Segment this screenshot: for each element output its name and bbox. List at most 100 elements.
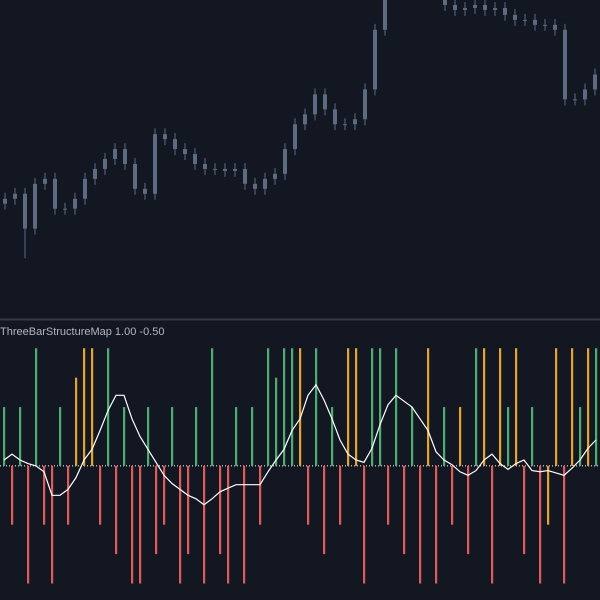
histogram-bar (83, 348, 86, 466)
histogram-bar (243, 465, 246, 584)
histogram-bar (419, 465, 422, 584)
histogram-bar (563, 465, 566, 584)
candle-body (443, 0, 447, 5)
candle-body (313, 94, 317, 115)
histogram-bar (291, 348, 294, 466)
candle-body (203, 163, 207, 169)
histogram-bar (459, 407, 462, 466)
candle-body (63, 208, 67, 210)
candle-body (243, 168, 247, 184)
histogram-bar (363, 465, 366, 584)
candle-body (93, 168, 97, 179)
histogram-bar (59, 407, 62, 466)
histogram-bar (147, 407, 150, 466)
candle-body (493, 7, 497, 10)
histogram-bar (51, 465, 54, 584)
candle-body (563, 29, 567, 100)
histogram-bar (27, 465, 30, 584)
candle-body (153, 134, 157, 194)
candle-body (323, 94, 327, 110)
candle-body (233, 168, 237, 171)
histogram-bar (491, 465, 494, 584)
histogram-bar (299, 348, 302, 466)
histogram-bar (179, 465, 182, 584)
histogram-bar (555, 348, 558, 466)
histogram-bar (443, 407, 446, 466)
candle-body (383, 0, 387, 30)
histogram-bar (339, 465, 342, 525)
histogram-bar (483, 348, 486, 466)
histogram-bar (539, 465, 542, 584)
histogram-bar (523, 465, 526, 555)
histogram-bar (347, 348, 350, 466)
candle-body (163, 134, 167, 140)
histogram-bar (475, 348, 478, 466)
candle-body (293, 124, 297, 150)
histogram-bar (139, 465, 142, 584)
histogram-bar (571, 348, 574, 466)
histogram-bar (387, 465, 390, 525)
candle-body (533, 19, 537, 25)
histogram-bar (3, 407, 6, 466)
candle-body (43, 178, 47, 184)
candle-body (173, 139, 177, 150)
candle-body (353, 119, 357, 125)
histogram-bar (91, 348, 94, 466)
candle-body (3, 198, 7, 204)
candle-body (523, 19, 527, 21)
candle-body (103, 159, 107, 169)
histogram-bar (403, 465, 406, 555)
histogram-bar (355, 348, 358, 466)
candle-body (343, 124, 347, 126)
candle-body (473, 4, 477, 8)
candle-body (373, 29, 377, 90)
candle-body (183, 149, 187, 155)
histogram-bar (275, 377, 278, 466)
candle-body (83, 178, 87, 199)
candle-body (23, 193, 27, 229)
histogram-bar (587, 348, 590, 466)
histogram-bar (43, 465, 46, 525)
histogram-bar (283, 348, 286, 466)
histogram-bar (379, 348, 382, 466)
oscillator-line (3, 383, 597, 506)
histogram-bar (219, 465, 222, 555)
histogram-bar (107, 348, 110, 466)
candle-body (213, 168, 217, 170)
candle-body (503, 7, 507, 15)
candle-body (223, 168, 227, 171)
histogram-bar (371, 348, 374, 466)
histogram-bar (267, 348, 270, 466)
candle-body (263, 178, 267, 189)
histogram-bar (227, 465, 230, 584)
histogram-bar (163, 465, 166, 525)
histogram-bar (171, 407, 174, 466)
candle-body (483, 4, 487, 10)
histogram-bar (75, 377, 78, 466)
candle-body (13, 193, 17, 199)
candle-body (283, 149, 287, 174)
histogram-bar (115, 465, 118, 555)
histogram-bar (331, 407, 334, 466)
histogram-bar (195, 407, 198, 466)
histogram-bar (395, 348, 398, 466)
candle-body (273, 173, 277, 179)
indicator-title: ThreeBarStructureMap 1.00 -0.50 (0, 326, 164, 338)
histogram-bar (67, 465, 70, 525)
histogram-bar (11, 465, 14, 525)
candle-body (33, 183, 37, 229)
histogram-bar (211, 348, 214, 466)
histogram-bar (499, 348, 502, 466)
candle-body (363, 89, 367, 120)
candle-body (583, 89, 587, 100)
histogram-bar (515, 348, 518, 466)
candle-body (543, 24, 547, 26)
candle-body (113, 149, 117, 159)
candle-body (53, 178, 57, 209)
histogram-bar (315, 348, 318, 466)
histogram-bar (451, 465, 454, 525)
histogram-bar (235, 407, 238, 466)
histogram-bar (187, 465, 190, 555)
histogram-bar (467, 465, 470, 555)
